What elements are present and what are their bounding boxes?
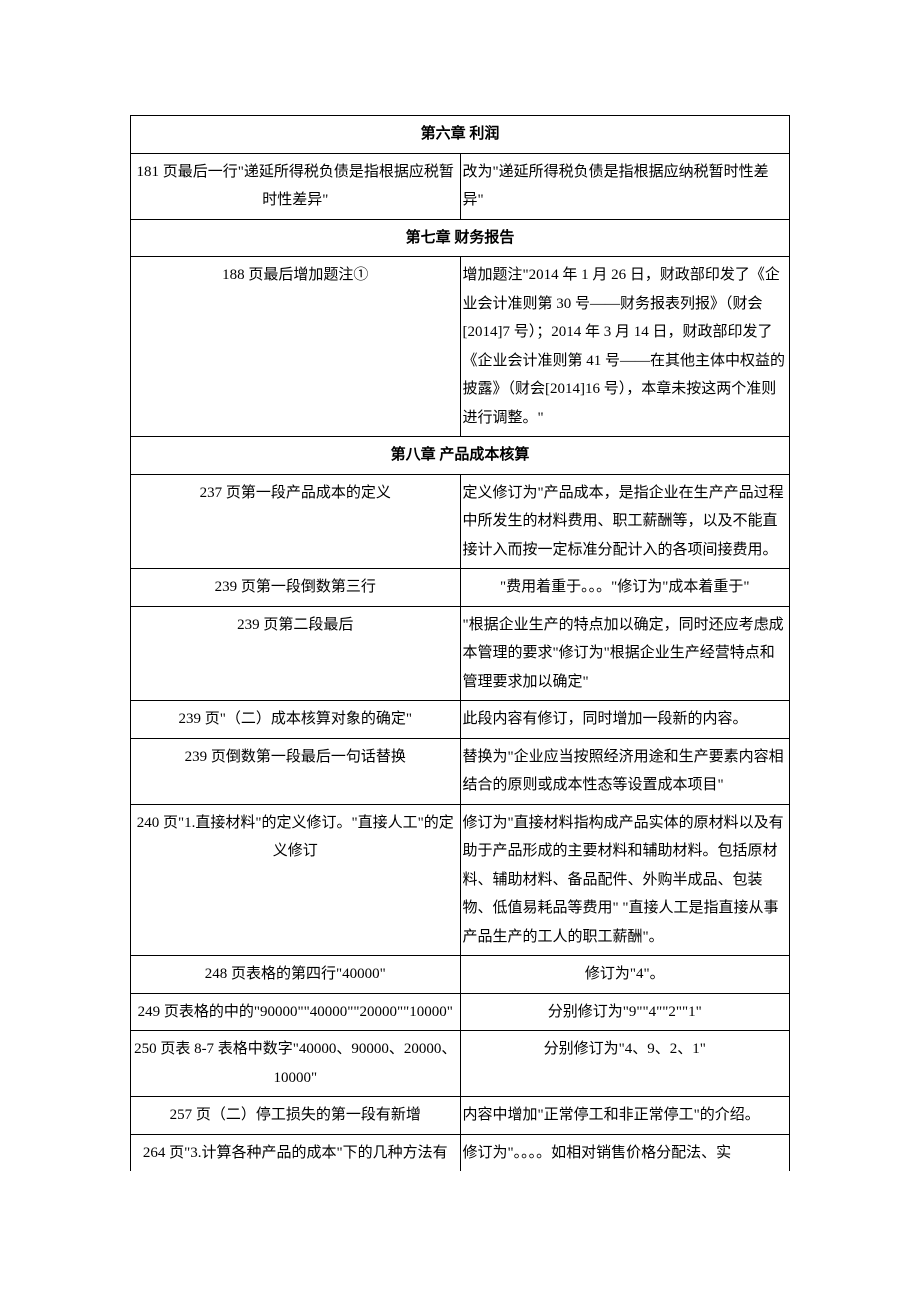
- table-cell-left: 250 页表 8-7 表格中数字"40000、90000、20000、10000…: [131, 1031, 461, 1097]
- errata-table: 第六章 利润 181 页最后一行"递延所得税负债是指根据应税暂时性差异" 改为"…: [130, 115, 790, 1171]
- table-cell-right: 修订为"直接材料指构成产品实体的原材料以及有助于产品形成的主要材料和辅助材料。包…: [460, 804, 790, 956]
- table-cell-right: 修订为"。。。。如相对销售价格分配法、实: [460, 1134, 790, 1171]
- table-cell-right: 定义修订为"产品成本，是指企业在生产产品过程中所发生的材料费用、职工薪酬等，以及…: [460, 474, 790, 569]
- table-cell-right: 分别修订为"4、9、2、1": [460, 1031, 790, 1097]
- table-cell-right: 增加题注"2014 年 1 月 26 日，财政部印发了《企业会计准则第 30 号…: [460, 257, 790, 437]
- document-page: 第六章 利润 181 页最后一行"递延所得税负债是指根据应税暂时性差异" 改为"…: [0, 0, 920, 1271]
- table-cell-right: 此段内容有修订，同时增加一段新的内容。: [460, 701, 790, 739]
- section-header-ch8: 第八章 产品成本核算: [131, 437, 790, 475]
- section-header-ch7: 第七章 财务报告: [131, 219, 790, 257]
- table-cell-right: 分别修订为"9""4""2""1": [460, 993, 790, 1031]
- table-cell-right: "根据企业生产的特点加以确定，同时还应考虑成本管理的要求"修订为"根据企业生产经…: [460, 606, 790, 701]
- table-cell-left: 248 页表格的第四行"40000": [131, 956, 461, 994]
- table-cell-left: 264 页"3.计算各种产品的成本"下的几种方法有: [131, 1134, 461, 1171]
- table-cell-left: 257 页（二）停工损失的第一段有新增: [131, 1097, 461, 1135]
- table-cell-right: 改为"递延所得税负债是指根据应纳税暂时性差异": [460, 153, 790, 219]
- table-cell-left: 249 页表格的中的"90000""40000""20000""10000": [131, 993, 461, 1031]
- section-header-ch6: 第六章 利润: [131, 116, 790, 154]
- table-cell-left: 239 页"（二）成本核算对象的确定": [131, 701, 461, 739]
- table-cell-right: 修订为"4"。: [460, 956, 790, 994]
- table-cell-left: 239 页第二段最后: [131, 606, 461, 701]
- table-cell-left: 239 页第一段倒数第三行: [131, 569, 461, 607]
- table-cell-right: "费用着重于。。。"修订为"成本着重于": [460, 569, 790, 607]
- table-cell-left: 188 页最后增加题注①: [131, 257, 461, 437]
- table-cell-left: 239 页倒数第一段最后一句话替换: [131, 738, 461, 804]
- table-cell-left: 237 页第一段产品成本的定义: [131, 474, 461, 569]
- table-cell-left: 181 页最后一行"递延所得税负债是指根据应税暂时性差异": [131, 153, 461, 219]
- table-cell-right: 替换为"企业应当按照经济用途和生产要素内容相结合的原则或成本性态等设置成本项目": [460, 738, 790, 804]
- table-cell-left: 240 页"1.直接材料"的定义修订。"直接人工"的定义修订: [131, 804, 461, 956]
- table-cell-right: 内容中增加"正常停工和非正常停工"的介绍。: [460, 1097, 790, 1135]
